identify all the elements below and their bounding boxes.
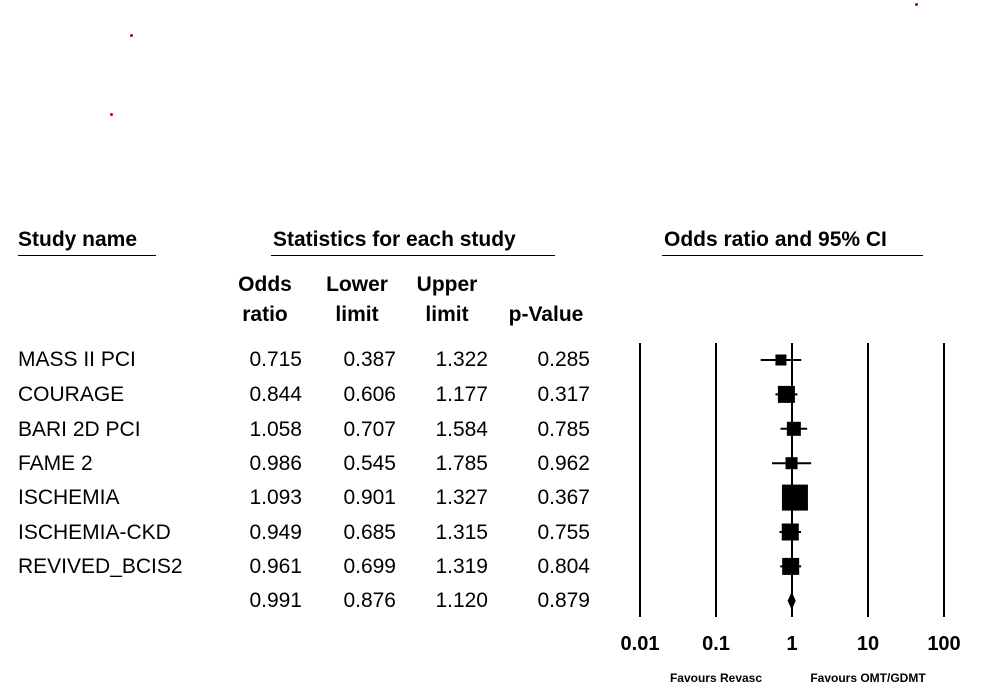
- odds-ratio-cell: 0.844: [249, 383, 302, 406]
- upper-limit-cell: 1.785: [435, 452, 488, 475]
- favours-right-label: Favours OMT/GDMT: [810, 671, 926, 685]
- study-marker: [781, 523, 799, 541]
- red-dot: [130, 34, 133, 37]
- summary-diamond: [787, 591, 796, 610]
- p-value-cell: 0.879: [537, 589, 590, 612]
- upper-limit-cell: 1.177: [435, 383, 488, 406]
- upper-limit-cell: 1.584: [435, 418, 488, 441]
- lower-limit-cell: 0.876: [343, 589, 396, 612]
- study-name-underline: [18, 255, 156, 256]
- statistics-header: Statistics for each study: [273, 228, 516, 251]
- study-name-cell: REVIVED_BCIS2: [18, 555, 183, 578]
- study-marker: [786, 421, 801, 436]
- upper-limit-column-header: Upper limit: [405, 270, 489, 330]
- odds-ratio-cell: 1.093: [249, 486, 302, 509]
- plot-title: Odds ratio and 95% CI: [664, 228, 887, 251]
- p-value-column-header: p-Value: [500, 300, 592, 330]
- statistics-underline: [271, 255, 555, 256]
- study-marker: [782, 557, 800, 575]
- red-dot: [915, 3, 918, 6]
- lower-limit-cell: 0.545: [343, 452, 396, 475]
- lower-limit-cell: 0.606: [343, 383, 396, 406]
- p-value-cell: 0.804: [537, 555, 590, 578]
- study-name-cell: FAME 2: [18, 452, 93, 475]
- upper-limit-cell: 1.327: [435, 486, 488, 509]
- upper-limit-cell: 1.322: [435, 348, 488, 371]
- lower-limit-header-line2: limit: [335, 303, 379, 326]
- x-axis: 0.01 0.1 1 10 100 Favours Revasc Favours…: [621, 633, 961, 685]
- upper-limit-header-line2: limit: [425, 303, 469, 326]
- tick-label: 0.1: [702, 633, 730, 655]
- reference-lines: [639, 343, 945, 617]
- p-value-cell: 0.755: [537, 521, 590, 544]
- upper-limit-cell: 1.319: [435, 555, 488, 578]
- odds-ratio-cell: 0.986: [249, 452, 302, 475]
- lower-limit-cell: 0.387: [343, 348, 396, 371]
- study-marker: [775, 354, 787, 366]
- tick-label: 10: [857, 633, 879, 655]
- p-value-cell: 0.285: [537, 348, 590, 371]
- lower-limit-cell: 0.685: [343, 521, 396, 544]
- upper-limit-cell: 1.315: [435, 521, 488, 544]
- p-value-cell: 0.367: [537, 486, 590, 509]
- odds-ratio-header-line2: ratio: [242, 303, 288, 326]
- study-name-header: Study name: [18, 228, 138, 251]
- odds-ratio-header-line1: Odds: [238, 273, 292, 296]
- study-marker: [777, 385, 795, 403]
- p-value-cell: 0.785: [537, 418, 590, 441]
- plot-title-underline: [662, 255, 923, 256]
- upper-limit-cell: 1.120: [435, 589, 488, 612]
- study-name-cell: MASS II PCI: [18, 348, 136, 371]
- lower-limit-column-header: Lower limit: [315, 270, 399, 330]
- lower-limit-cell: 0.699: [343, 555, 396, 578]
- odds-ratio-column-header: Odds ratio: [228, 270, 302, 330]
- study-name-cell: ISCHEMIA: [18, 486, 120, 509]
- study-markers: [760, 354, 812, 610]
- p-value-header-line1: p-Value: [508, 303, 584, 326]
- tick-label: 1: [786, 633, 797, 655]
- p-value-cell: 0.317: [537, 383, 590, 406]
- study-marker: [785, 457, 798, 470]
- study-marker: [781, 484, 808, 511]
- odds-ratio-cell: 0.991: [249, 589, 302, 612]
- study-name-cell: ISCHEMIA-CKD: [18, 521, 171, 544]
- lower-limit-cell: 0.901: [343, 486, 396, 509]
- lower-limit-header-line1: Lower: [326, 273, 388, 296]
- study-name-cell: COURAGE: [18, 383, 125, 406]
- odds-ratio-cell: 1.058: [249, 418, 302, 441]
- lower-limit-cell: 0.707: [343, 418, 396, 441]
- tick-label: 0.01: [621, 633, 660, 655]
- upper-limit-header-line1: Upper: [416, 273, 478, 296]
- favours-left-label: Favours Revasc: [670, 671, 762, 685]
- odds-ratio-cell: 0.715: [249, 348, 302, 371]
- tick-label: 100: [927, 633, 960, 655]
- study-name-cell: BARI 2D PCI: [18, 418, 141, 441]
- red-dot: [110, 113, 113, 116]
- odds-ratio-cell: 0.961: [249, 555, 302, 578]
- odds-ratio-cell: 0.949: [249, 521, 302, 544]
- p-value-cell: 0.962: [537, 452, 590, 475]
